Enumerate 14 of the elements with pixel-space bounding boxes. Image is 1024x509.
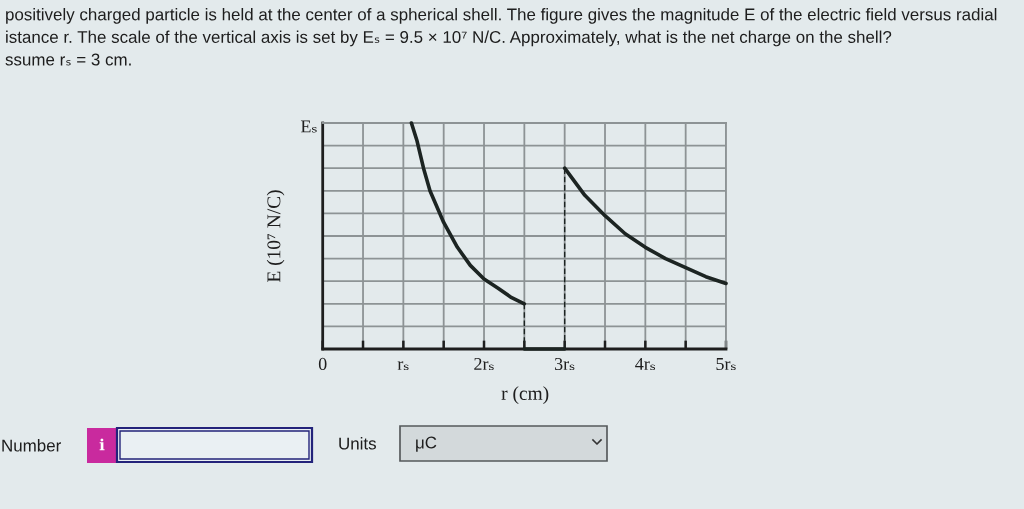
x-tick-label: 4rₛ [635, 357, 656, 371]
x-tick-label: 5rₛ [716, 358, 736, 371]
x-tick-label: 3rₛ [554, 357, 575, 371]
x-tick-label: 0 [318, 357, 327, 371]
x-axis-title: r (cm) [501, 386, 549, 404]
text: Number [2, 439, 61, 452]
x-tick-label: 2rₛ [474, 357, 494, 371]
text: μC [416, 436, 437, 452]
text: Eₛ [300, 120, 317, 133]
text: i [99, 438, 105, 451]
chart-title: positively charged particle is held at the center of a spherical shell. The figure gives the magnitude E of the electric field versus radial istance r. The scale of the vertical axis is set by Eₛ = 9.5 × 10⁷ N/C. Approximately, what is the net charge on the shell? ssume rₛ = 3 cm. [5, 8, 997, 66]
text: Units [339, 437, 376, 450]
y-axis-title: E (10⁷ N/C) [266, 190, 285, 283]
x-tick-label: rₛ [397, 361, 409, 371]
